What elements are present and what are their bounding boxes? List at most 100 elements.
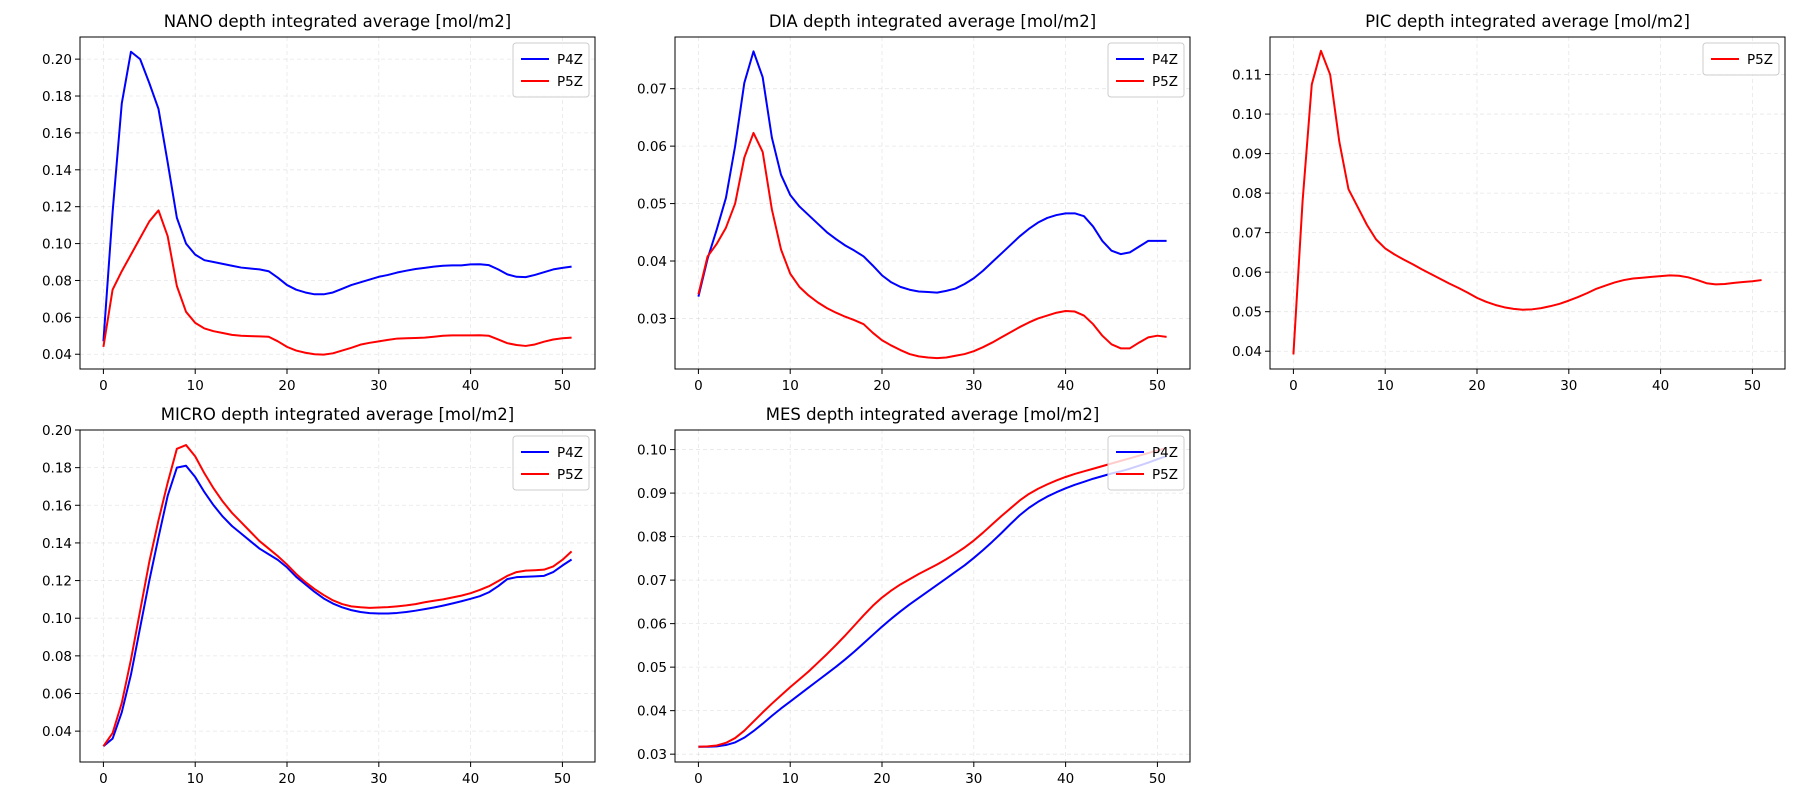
nano-series-p5z-line (102, 209, 572, 356)
nano-y-tick-label: 0.10 (42, 237, 72, 253)
dia-legend-box (1107, 42, 1185, 98)
micro-y-tick-label: 0.04 (42, 724, 72, 740)
micro-x-tick-label: 30 (370, 771, 387, 787)
dia-panel: DIA depth integrated average [mol/m2] 0 10… (637, 12, 1191, 394)
micro-series-p5z-line (102, 444, 573, 747)
pic-legend-label-p5z: P5Z (1747, 52, 1773, 68)
mes-y-tick-label: 0.05 (637, 660, 667, 676)
mes-x-tick-label: 20 (873, 771, 890, 787)
mes-series-p5z-line (698, 447, 1167, 748)
pic-y-tick-label: 0.08 (1232, 186, 1262, 202)
micro-y-tick-label: 0.12 (42, 574, 72, 590)
micro-title: MICRO depth integrated average [mol/m2] (161, 405, 515, 424)
dia-y-tick-label: 0.06 (637, 139, 667, 155)
micro-y-tick-label: 0.14 (42, 536, 72, 552)
dia-y-tick-label: 0.07 (637, 82, 667, 98)
mes-panel: MES depth integrated average [mol/m2] 0 10… (637, 405, 1191, 787)
micro-y-tick-label: 0.08 (42, 649, 72, 665)
pic-x-tick-label: 30 (1560, 378, 1577, 394)
nano-y-tick-label: 0.16 (42, 126, 72, 142)
pic-series-p5z-line (1292, 49, 1762, 355)
micro-x-tick-label: 20 (278, 771, 295, 787)
mes-y-tick-label: 0.09 (637, 486, 667, 502)
micro-legend-label-p4z: P4Z (557, 445, 583, 461)
micro-axes-frame (79, 429, 596, 763)
dia-y-tick-label: 0.05 (637, 197, 667, 213)
mes-series-p4z-line (698, 455, 1167, 748)
dia-legend-label-p5z: P5Z (1152, 74, 1178, 90)
pic-legend: P5Z (1702, 42, 1780, 76)
dia-x-tick-label: 10 (782, 378, 799, 394)
micro-y-tick-label: 0.18 (42, 461, 72, 477)
pic-y-tick-label: 0.11 (1232, 68, 1262, 84)
pic-x-tick-label: 20 (1468, 378, 1485, 394)
pic-y-tick-label: 0.04 (1232, 344, 1262, 360)
nano-x-tick-label: 50 (554, 378, 571, 394)
nano-x-tick-label: 30 (370, 378, 387, 394)
mes-legend-label-p4z: P4Z (1152, 445, 1178, 461)
mes-x-tick-label: 50 (1149, 771, 1166, 787)
nano-title: NANO depth integrated average [mol/m2] (164, 12, 511, 31)
pic-y-tick-label: 0.07 (1232, 226, 1262, 242)
nano-y-tick-label: 0.12 (42, 200, 72, 216)
mes-x-tick-label: 40 (1057, 771, 1074, 787)
pic-x-tick-label: 50 (1744, 378, 1761, 394)
nano-y-tick-label: 0.04 (42, 347, 72, 363)
dia-series-p4z-line (697, 50, 1167, 297)
mes-legend-label-p5z: P5Z (1152, 467, 1178, 483)
pic-x-tick-label: 0 (1289, 378, 1298, 394)
micro-x-tick-label: 50 (554, 771, 571, 787)
pic-y-tick-label: 0.09 (1232, 147, 1262, 163)
dia-axes-frame (674, 36, 1191, 370)
micro-legend-label-p5z: P5Z (557, 467, 583, 483)
pic-y-tick-label: 0.06 (1232, 265, 1262, 281)
dia-y-tick-label: 0.03 (637, 311, 667, 327)
subplot-grid: NANO depth integrated average [mol/m2] 0 1… (42, 12, 1786, 787)
mes-y-tick-label: 0.03 (637, 747, 667, 763)
mes-legend-box (1107, 435, 1185, 491)
mes-y-tick-label: 0.06 (637, 617, 667, 633)
dia-title: DIA depth integrated average [mol/m2] (769, 12, 1096, 31)
mes-x-tick-label: 0 (694, 771, 703, 787)
pic-title: PIC depth integrated average [mol/m2] (1365, 12, 1690, 31)
nano-series-p4z-line (102, 50, 572, 342)
nano-legend-label-p4z: P4Z (557, 52, 583, 68)
nano-y-tick-label: 0.14 (42, 163, 72, 179)
mes-y-tick-label: 0.04 (637, 704, 667, 720)
nano-x-tick-label: 40 (462, 378, 479, 394)
nano-axes-frame (79, 36, 596, 370)
pic-axes-frame (1269, 36, 1786, 370)
dia-legend-label-p4z: P4Z (1152, 52, 1178, 68)
mes-title: MES depth integrated average [mol/m2] (766, 405, 1100, 424)
mes-x-tick-label: 30 (965, 771, 982, 787)
micro-series-p4z-line (102, 464, 573, 747)
dia-x-tick-label: 40 (1057, 378, 1074, 394)
micro-legend-box (512, 435, 590, 491)
nano-y-tick-label: 0.18 (42, 89, 72, 105)
micro-panel: MICRO depth integrated average [mol/m2] 0… (42, 405, 596, 787)
nano-y-tick-label: 0.08 (42, 273, 72, 289)
nano-x-tick-label: 0 (99, 378, 108, 394)
micro-y-tick-label: 0.20 (42, 423, 72, 439)
dia-series-p5z-line (697, 131, 1167, 360)
mes-x-tick-label: 10 (782, 771, 799, 787)
micro-y-tick-label: 0.10 (42, 611, 72, 627)
dia-y-tick-label: 0.04 (637, 254, 667, 270)
micro-x-tick-label: 10 (187, 771, 204, 787)
nano-y-tick-label: 0.20 (42, 52, 72, 68)
nano-legend-box (512, 42, 590, 98)
micro-y-tick-label: 0.16 (42, 498, 72, 514)
micro-x-tick-label: 0 (99, 771, 108, 787)
pic-x-tick-label: 40 (1652, 378, 1669, 394)
pic-x-tick-label: 10 (1377, 378, 1394, 394)
nano-panel: NANO depth integrated average [mol/m2] 0 1… (42, 12, 596, 394)
pic-legend-box (1702, 42, 1780, 76)
dia-x-tick-label: 0 (694, 378, 703, 394)
nano-y-tick-label: 0.06 (42, 310, 72, 326)
dia-x-tick-label: 20 (873, 378, 890, 394)
